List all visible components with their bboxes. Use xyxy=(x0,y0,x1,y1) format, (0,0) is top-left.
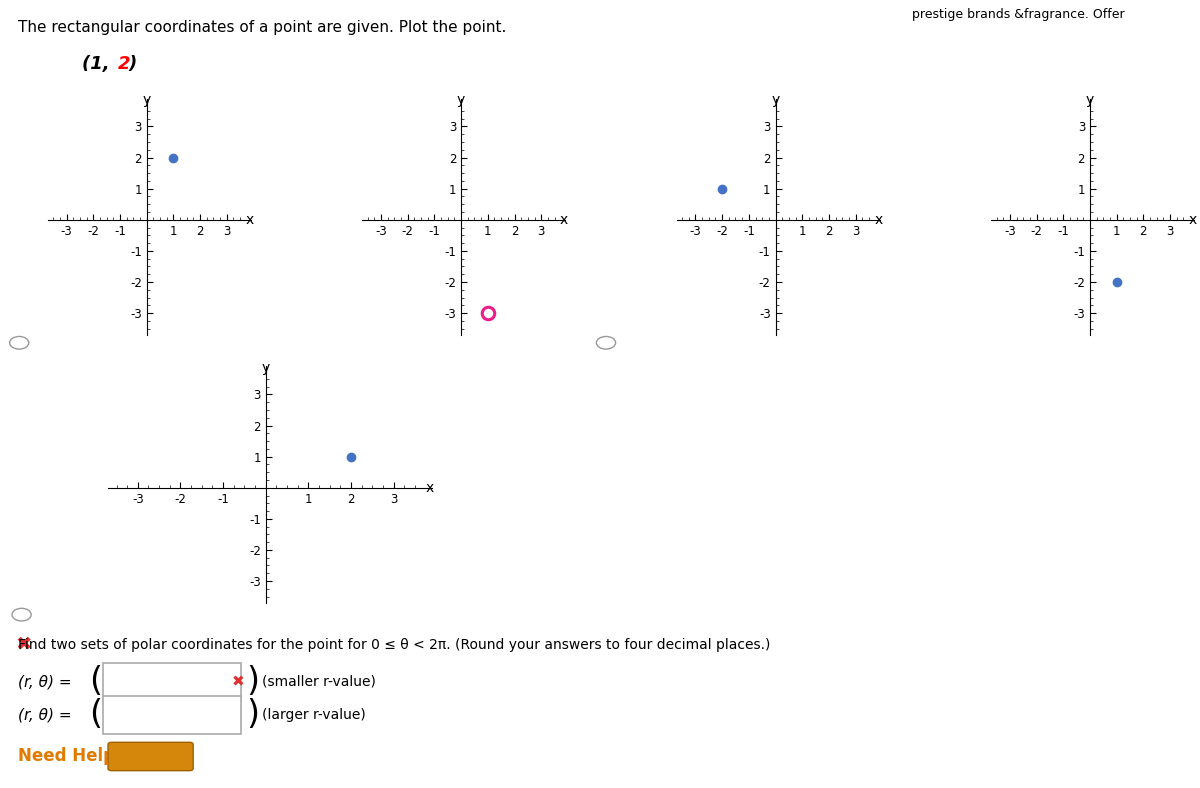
Text: Need Help?: Need Help? xyxy=(18,748,125,765)
Text: x: x xyxy=(559,213,568,227)
Text: x: x xyxy=(874,213,882,227)
Text: y: y xyxy=(772,93,780,107)
Text: (smaller r-value): (smaller r-value) xyxy=(262,675,376,689)
Text: y: y xyxy=(457,93,466,107)
Text: ): ) xyxy=(128,55,137,73)
Text: prestige brands &fragrance. Offer: prestige brands &fragrance. Offer xyxy=(912,8,1124,20)
Text: (larger r-value): (larger r-value) xyxy=(262,708,365,722)
Text: ✖: ✖ xyxy=(232,674,245,690)
Text: y: y xyxy=(143,93,151,107)
Text: x: x xyxy=(245,213,253,227)
Text: ): ) xyxy=(246,698,259,731)
Text: y: y xyxy=(1086,93,1094,107)
Text: (r, θ) =: (r, θ) = xyxy=(18,674,72,690)
Text: (: ( xyxy=(89,665,102,698)
Text: 2: 2 xyxy=(118,55,130,73)
Text: y: y xyxy=(262,361,270,375)
Text: The rectangular coordinates of a point are given. Plot the point.: The rectangular coordinates of a point a… xyxy=(18,20,506,35)
Text: ): ) xyxy=(246,665,259,698)
Text: (r, θ) =: (r, θ) = xyxy=(18,707,72,723)
Text: x: x xyxy=(1188,213,1196,227)
Text: x: x xyxy=(426,481,434,495)
Text: (: ( xyxy=(89,698,102,731)
Text: (1,: (1, xyxy=(82,55,115,73)
Text: ✖: ✖ xyxy=(16,634,32,653)
Text: Find two sets of polar coordinates for the point for 0 ≤ θ < 2π. (Round your ans: Find two sets of polar coordinates for t… xyxy=(18,638,770,652)
Text: Read It: Read It xyxy=(125,750,178,763)
